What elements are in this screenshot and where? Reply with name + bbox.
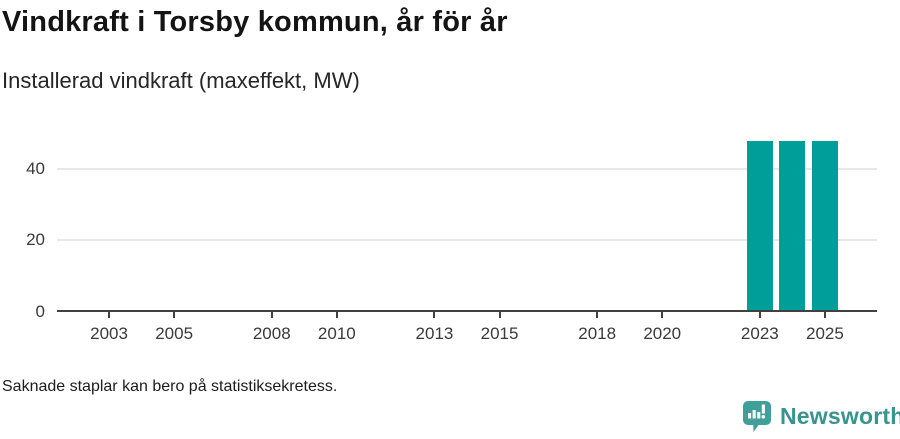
x-tick-label-2020: 2020 — [643, 324, 682, 343]
x-tick-label-2008: 2008 — [252, 324, 291, 343]
x-tick-2015 — [498, 312, 501, 318]
x-tick-2008 — [270, 312, 273, 318]
icon-bar-3 — [757, 412, 761, 419]
bar-2023 — [746, 140, 773, 310]
x-tick-2020 — [661, 312, 664, 318]
bar-2025 — [811, 140, 838, 310]
x-tick-2025 — [823, 312, 826, 318]
icon-bar-2 — [752, 410, 756, 419]
chart-subtitle: Installerad vindkraft (maxeffekt, MW) — [2, 68, 360, 93]
x-tick-2023 — [758, 312, 761, 318]
icon-bar-1 — [748, 413, 752, 419]
x-tick-2005 — [173, 312, 176, 318]
gridline-y-40 — [57, 167, 877, 170]
x-tick-label-2013: 2013 — [415, 324, 454, 343]
gridline-y-20 — [57, 238, 877, 241]
footnote: Saknade staplar kan bero på statistiksek… — [2, 378, 338, 395]
x-tick-2003 — [108, 312, 111, 318]
x-tick-label-2015: 2015 — [480, 324, 519, 343]
x-tick-2013 — [433, 312, 436, 318]
newsworthy-wordmark: Newsworthy — [780, 403, 900, 429]
newsworthy-icon — [743, 401, 771, 432]
x-tick-label-2018: 2018 — [578, 324, 617, 343]
y-tick-label-40: 40 — [26, 159, 45, 179]
x-tick-2018 — [596, 312, 599, 318]
x-tick-label-2005: 2005 — [155, 324, 194, 343]
bar-2024 — [779, 140, 806, 310]
y-tick-label-0: 0 — [35, 301, 45, 321]
icon-exclamation-dot — [761, 415, 766, 419]
x-tick-label-2010: 2010 — [317, 324, 356, 343]
x-axis-line — [57, 310, 877, 312]
x-tick-label-2025: 2025 — [806, 324, 844, 343]
x-tick-label-2023: 2023 — [740, 324, 779, 343]
newsworthy-logo: Newsworthy — [742, 400, 900, 433]
plot-area: 2003 2005 2008 2010 2013 2015 2018 2020 2023 2025 — [57, 133, 877, 343]
icon-exclamation-stem — [761, 404, 765, 414]
x-tick-label-2003: 2003 — [90, 324, 128, 343]
x-tick-2010 — [335, 312, 338, 318]
chart-title: Vindkraft i Torsby kommun, år för år — [2, 6, 508, 38]
y-tick-label-20: 20 — [26, 230, 45, 250]
